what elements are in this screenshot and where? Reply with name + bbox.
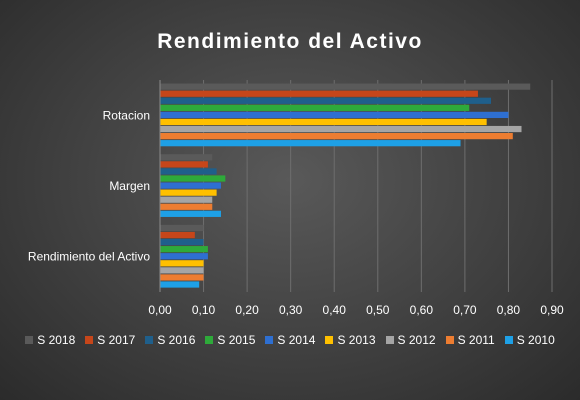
bar <box>160 140 461 147</box>
bar <box>160 118 487 126</box>
bar <box>160 97 492 104</box>
legend-swatch <box>205 336 214 344</box>
x-tick-label: 0,70 <box>453 303 477 317</box>
bar <box>160 168 217 175</box>
legend-swatch <box>385 336 394 344</box>
bar <box>160 274 204 281</box>
legend-label: S 2018 <box>37 333 76 347</box>
bar <box>160 231 195 239</box>
bar <box>160 210 221 217</box>
bar <box>160 83 531 90</box>
bar <box>160 161 208 168</box>
legend-label: S 2010 <box>516 333 555 347</box>
legend: S 2018 S 2017 S 2016 S 2015 S 2014 S 2013 S 20… <box>0 333 580 347</box>
bar <box>160 253 208 260</box>
bar <box>160 154 213 161</box>
legend-label: S 2016 <box>157 333 196 347</box>
legend-label: S 2014 <box>277 333 316 347</box>
bar <box>160 104 470 111</box>
x-tick-label: 0,40 <box>323 303 347 317</box>
category-label: Rotacion <box>103 108 150 122</box>
legend-swatch <box>445 336 454 344</box>
bar <box>160 239 204 246</box>
x-tick-label: 0,30 <box>279 303 303 317</box>
bar <box>160 224 204 232</box>
legend-swatch <box>325 336 334 344</box>
legend-item: S 2018 <box>25 333 75 347</box>
category-label: Rendimiento del Activo <box>28 250 150 264</box>
legend-label: S 2013 <box>337 333 376 347</box>
x-tick-label: 0,60 <box>410 303 434 317</box>
legend-swatch <box>265 336 274 344</box>
legend-item: S 2015 <box>205 333 255 347</box>
category-label: Margen <box>109 179 150 193</box>
x-tick-label: 0,50 <box>366 303 390 317</box>
legend-item: S 2016 <box>145 333 195 347</box>
axis-labels: 0,00 0,10 0,20 0,30 0,40 0,50 0,60 0,70 0,80 0,90… <box>28 108 564 317</box>
bar <box>160 281 200 288</box>
legend-label: S 2017 <box>97 333 136 347</box>
legend-item: S 2017 <box>85 333 135 347</box>
bar-group <box>160 83 531 288</box>
legend-swatch <box>145 336 154 344</box>
bar <box>160 267 204 274</box>
legend-item: S 2010 <box>504 333 555 347</box>
bar <box>160 189 217 196</box>
bar <box>160 125 522 133</box>
x-tick-label: 0,00 <box>148 303 172 317</box>
bar <box>160 260 204 267</box>
bar <box>160 175 226 182</box>
legend-swatch <box>85 336 94 344</box>
x-tick-label: 0,20 <box>235 303 259 317</box>
bar <box>160 246 208 253</box>
bar <box>160 182 221 189</box>
bar <box>160 90 478 97</box>
legend-label: S 2012 <box>397 333 436 347</box>
x-tick-label: 0,10 <box>192 303 216 317</box>
chart-title: Rendimiento del Activo <box>157 30 423 53</box>
legend-item: S 2013 <box>325 333 376 347</box>
bar <box>160 203 213 210</box>
legend-swatch <box>25 336 34 344</box>
bar <box>160 111 509 119</box>
bar <box>160 196 213 203</box>
legend-item: S 2012 <box>385 333 436 347</box>
legend-item: S 2014 <box>265 333 315 347</box>
legend-swatch <box>504 336 513 344</box>
x-tick-label: 0,90 <box>540 303 564 317</box>
legend-label: S 2015 <box>217 333 256 347</box>
legend-label: S 2011 <box>457 333 495 347</box>
legend-item: S 2011 <box>445 333 495 347</box>
bar <box>160 133 513 140</box>
x-tick-label: 0,80 <box>497 303 521 317</box>
